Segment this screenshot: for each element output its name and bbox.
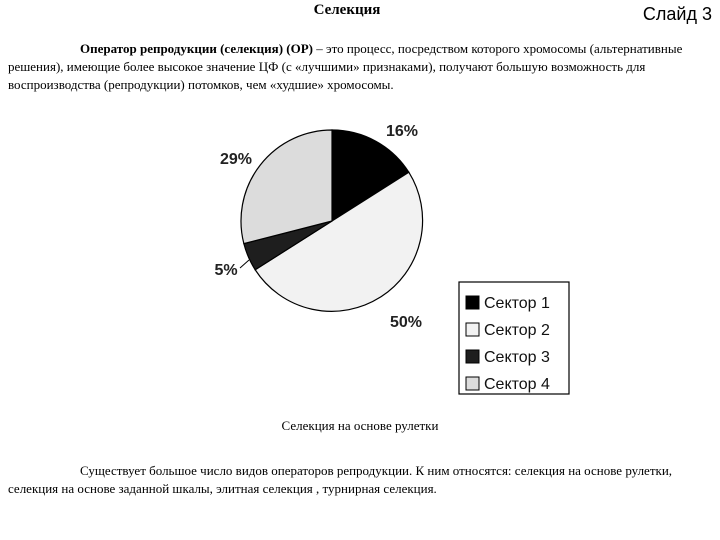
slice-3-leader-line (239, 259, 250, 269)
legend-swatch-1 (465, 295, 480, 310)
slice-label-1: 16% (386, 123, 418, 140)
pie-chart: 16% 50% 5% 29% Сектор 1 Сектор 2 Сектор 3 Сект… (214, 123, 570, 395)
legend-swatch-2 (465, 322, 480, 337)
pie-slice-2 (254, 171, 424, 312)
slice-label-3: 5% (214, 262, 237, 279)
legend-swatch-4 (465, 376, 480, 391)
slice-label-4: 29% (220, 151, 252, 168)
intro-paragraph: Оператор репродукции (селекция) (ОР) – э… (8, 40, 708, 94)
slice-label-2: 50% (390, 314, 422, 331)
pie-slice-1 (331, 129, 410, 223)
legend-label-4: Сектор 4 (484, 376, 550, 393)
legend-box (458, 281, 570, 395)
slide-number: Слайд 3 (642, 4, 712, 24)
pie-slice-4 (240, 129, 333, 245)
chart-caption: Селекция на основе рулетки (281, 418, 439, 433)
intro-text: – это процесс, посредством которого хром… (8, 41, 683, 92)
slide-title: Селекция (313, 2, 381, 18)
legend-label-2: Сектор 2 (484, 322, 550, 339)
outro-paragraph: Существует большое число видов операторо… (8, 463, 673, 496)
legend-label-3: Сектор 3 (484, 349, 550, 366)
legend-label-1: Сектор 1 (484, 295, 550, 312)
intro-term: Оператор репродукции (селекция) (ОР) (80, 41, 313, 56)
legend-swatch-3 (465, 349, 480, 364)
